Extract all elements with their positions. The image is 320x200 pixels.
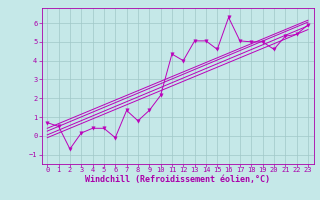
X-axis label: Windchill (Refroidissement éolien,°C): Windchill (Refroidissement éolien,°C) — [85, 175, 270, 184]
